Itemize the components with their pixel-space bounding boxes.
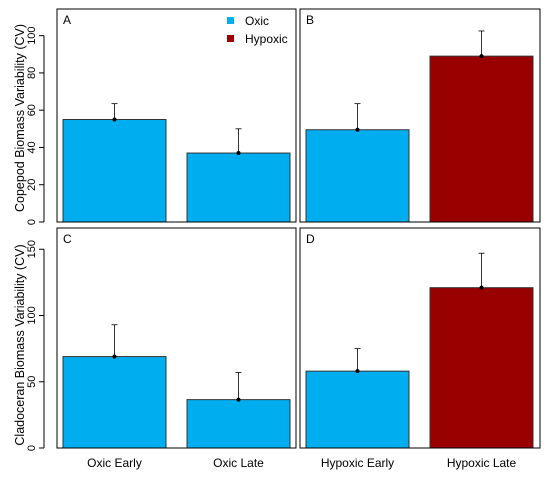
y-tick-label: 60: [26, 104, 38, 116]
legend-label: Hypoxic: [245, 32, 288, 46]
mean-point: [355, 127, 360, 132]
panel-label: D: [306, 232, 315, 246]
bar: [429, 55, 534, 223]
bar: [429, 287, 534, 449]
x-tick-label: Hypoxic Late: [447, 456, 517, 470]
panel-c: C 0 50 100 150 Oxic Early Oxic Late: [26, 227, 297, 470]
mean-point: [355, 369, 360, 374]
bar: [62, 356, 167, 449]
plot-frame: [299, 8, 541, 223]
bar: [186, 152, 291, 223]
y-axis-label-copepod: Copepod Biomass Variability (CV): [13, 24, 27, 212]
plot-frame: [56, 227, 297, 449]
y-tick-label: 100: [26, 26, 38, 44]
panel-label: B: [306, 13, 314, 27]
y-tick-label: 150: [26, 240, 38, 258]
panel-a: A 0 20 40 60 80 100 Oxic Hypoxic: [26, 8, 297, 225]
y-tick-label: 100: [26, 306, 38, 324]
plot-frame: [299, 227, 541, 449]
y-tick-label: 0: [26, 219, 38, 225]
y-axis-label-cladoceran: Cladoceran Biomass Variability (CV): [13, 244, 27, 445]
mean-point: [479, 54, 484, 59]
legend-swatch: [227, 17, 234, 24]
panel-d: D Hypoxic Early Hypoxic Late: [299, 227, 541, 470]
bar: [305, 370, 410, 449]
y-tick-label: 50: [26, 376, 38, 388]
x-tick-label: Oxic Late: [213, 456, 264, 470]
bar: [62, 119, 167, 223]
mean-point: [112, 354, 117, 359]
panel-label: A: [63, 13, 71, 27]
bar: [305, 129, 410, 223]
mean-point: [236, 397, 241, 402]
x-tick-label: Oxic Early: [87, 456, 142, 470]
panel-b: B: [299, 8, 541, 223]
y-tick-label: 0: [26, 445, 38, 451]
legend-swatch: [227, 35, 234, 42]
plot-frame: [56, 8, 297, 223]
y-tick-label: 80: [26, 67, 38, 79]
mean-point: [479, 285, 484, 290]
legend-label: Oxic: [245, 14, 269, 28]
y-tick-label: 40: [26, 141, 38, 153]
mean-point: [112, 117, 117, 122]
y-tick-label: 20: [26, 179, 38, 191]
mean-point: [236, 151, 241, 156]
x-tick-label: Hypoxic Early: [321, 456, 394, 470]
panel-label: C: [63, 232, 72, 246]
legend: Oxic Hypoxic: [227, 14, 288, 46]
bar: [186, 399, 291, 449]
